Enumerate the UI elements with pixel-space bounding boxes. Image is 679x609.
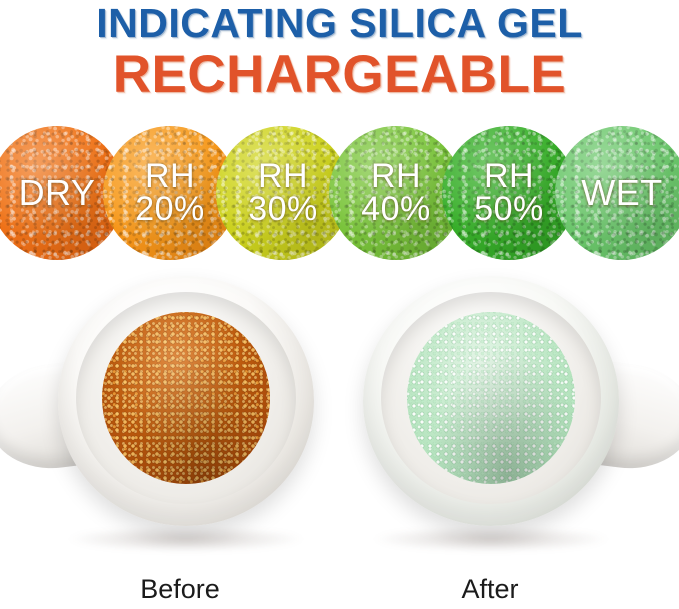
- swatch-label-line1: DRY: [18, 171, 96, 213]
- swatch-label-line1: RH: [257, 157, 309, 196]
- bowl-drop-shadow: [371, 526, 611, 552]
- swatch-sheen: [329, 126, 463, 260]
- swatch-label: RH 30%: [248, 157, 318, 228]
- swatch-rh40: RH 40%: [329, 126, 463, 260]
- bead-texture-shadow: [555, 126, 679, 260]
- bead-texture-shadow: [216, 126, 350, 260]
- swatch-label-line1: RH: [483, 157, 535, 196]
- bead-grain-texture: [407, 312, 575, 484]
- silica-beads-regenerated: [407, 312, 575, 484]
- swatch-label-line1: WET: [581, 171, 663, 213]
- humidity-swatch-row: DRY RH 20% RH 30%: [0, 124, 679, 264]
- caption-before: Before: [140, 574, 220, 604]
- swatch-rh20: RH 20%: [103, 126, 237, 260]
- bead-shading: [102, 312, 270, 484]
- silica-beads-saturated: [102, 312, 270, 484]
- swatch-label: RH 50%: [474, 157, 544, 228]
- caption-after: After: [461, 574, 519, 604]
- bead-texture-shadow: [329, 126, 463, 260]
- page-title-line2: RECHARGEABLE: [112, 45, 567, 104]
- swatch-sheen: [103, 126, 237, 260]
- swatch-label: RH 20%: [135, 157, 205, 228]
- bowl-body: [58, 276, 314, 526]
- bead-texture-shadow: [103, 126, 237, 260]
- swatch-label: WET: [581, 171, 663, 213]
- swatch-label: RH 40%: [361, 157, 431, 228]
- swatch-label: DRY: [18, 171, 96, 213]
- page-title-line1: INDICATING SILICA GEL: [96, 0, 583, 46]
- swatch-label-line2: 30%: [248, 190, 318, 228]
- bowl-before: [0, 268, 336, 560]
- swatch-label-line2: 50%: [474, 190, 544, 228]
- bead-texture-highlight: [216, 126, 350, 260]
- bead-texture-highlight: [442, 126, 576, 260]
- swatch-label-line1: RH: [370, 157, 422, 196]
- bead-grain-texture: [102, 312, 270, 484]
- bowl-after: [343, 268, 679, 560]
- swatch-sheen: [555, 126, 679, 260]
- bead-texture-highlight: [555, 126, 679, 260]
- swatch-label-line1: RH: [144, 157, 196, 196]
- bead-texture-highlight: [329, 126, 463, 260]
- swatch-rh30: RH 30%: [216, 126, 350, 260]
- swatch-rh50: RH 50%: [442, 126, 576, 260]
- bead-texture-highlight: [103, 126, 237, 260]
- swatch-label-line2: 20%: [135, 190, 205, 228]
- bowl-comparison: [0, 268, 679, 560]
- bowl-body: [363, 276, 619, 526]
- swatch-sheen: [442, 126, 576, 260]
- swatch-sheen: [216, 126, 350, 260]
- bowl-drop-shadow: [66, 526, 306, 552]
- swatch-label-line2: 40%: [361, 190, 431, 228]
- bead-texture-shadow: [442, 126, 576, 260]
- bead-shading: [407, 312, 575, 484]
- swatch-wet: WET: [555, 126, 679, 260]
